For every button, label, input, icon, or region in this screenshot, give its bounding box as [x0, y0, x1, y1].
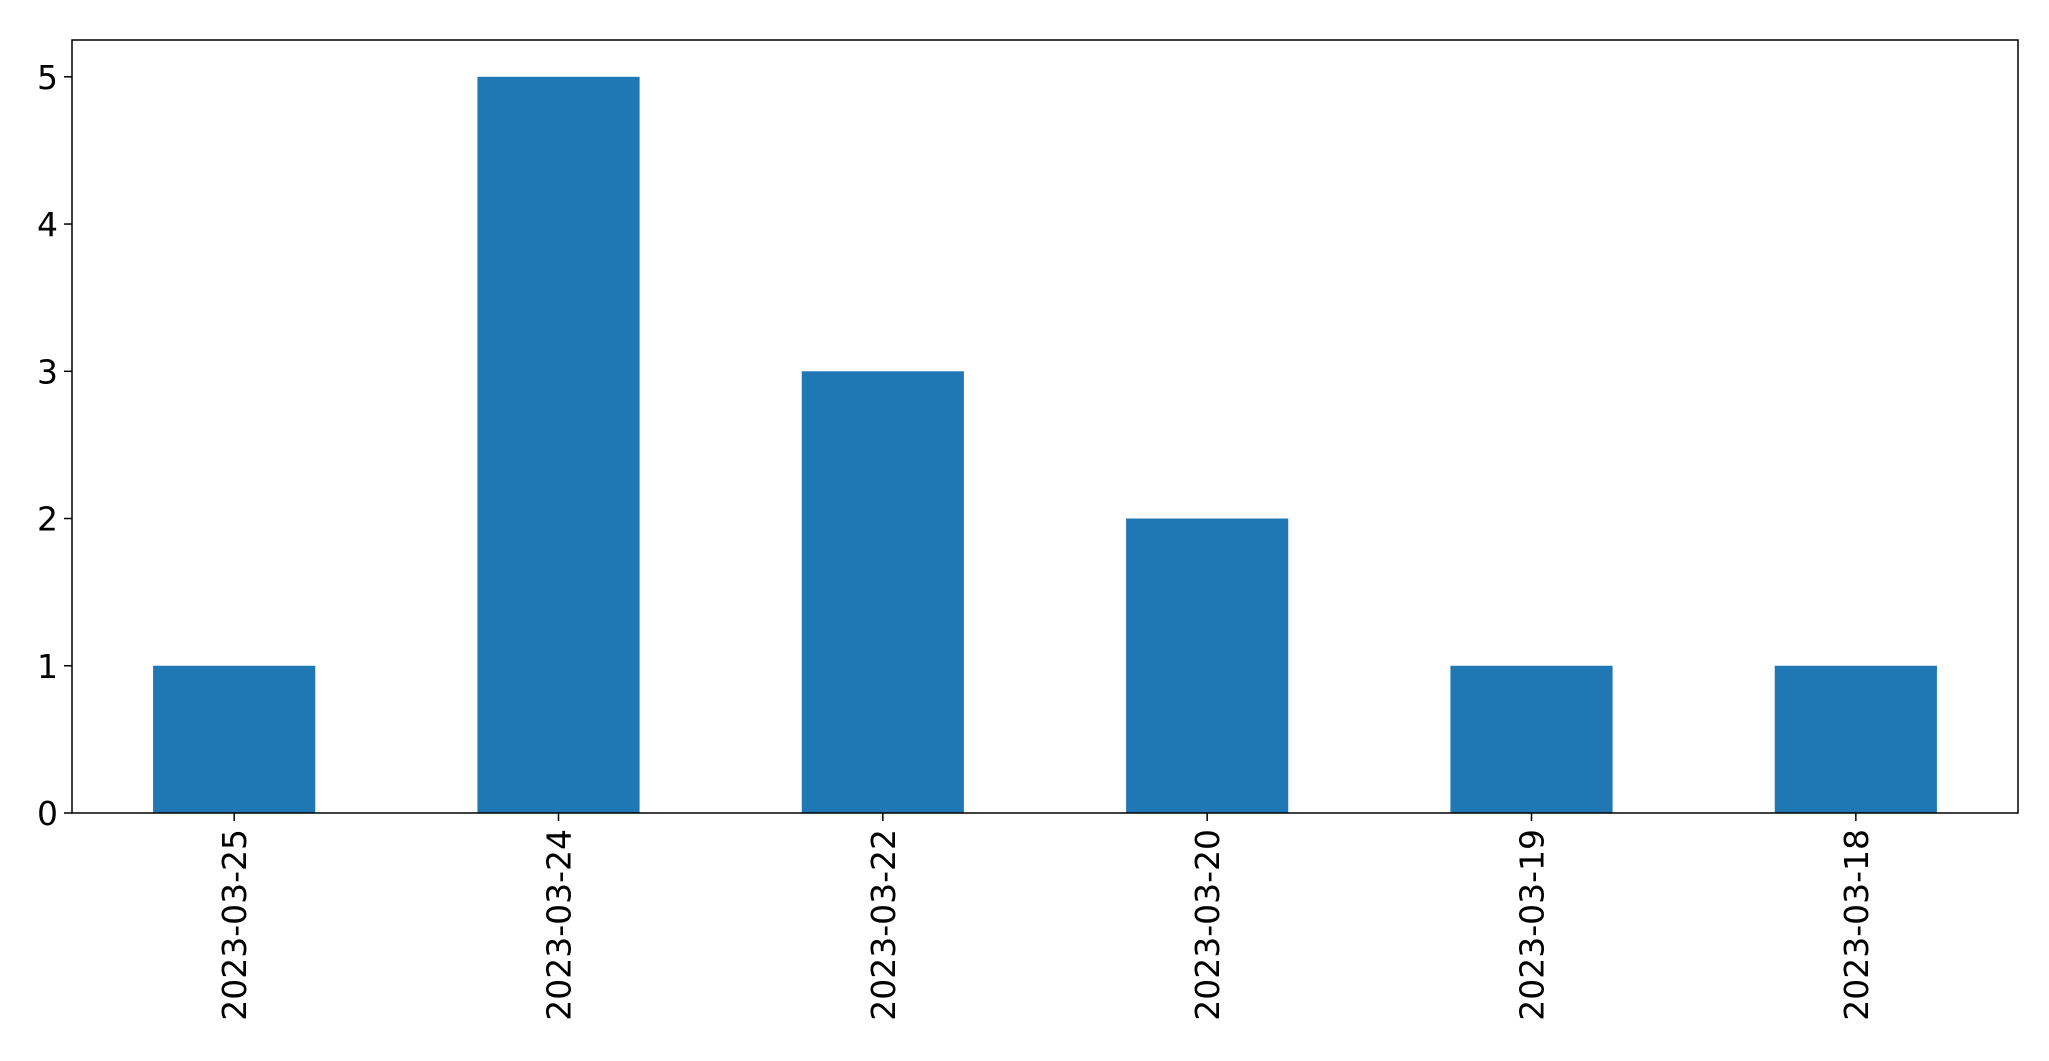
x-tick-label: 2023-03-18: [1837, 829, 1876, 1021]
bar-2023-03-22: [801, 371, 964, 813]
y-axis: 0 1 2 3 4 5: [37, 58, 72, 833]
bar-2023-03-18: [1774, 665, 1937, 813]
x-tick-label: 2023-03-25: [215, 829, 254, 1021]
plot-frame: [71, 39, 2019, 814]
bar-2023-03-19: [1450, 665, 1613, 813]
x-axis: 2023-03-25 2023-03-24 2023-03-22 2023-03-20…: [215, 813, 1876, 1021]
y-tick-label: 3: [37, 352, 58, 391]
bar-2023-03-24: [477, 76, 640, 814]
y-tick-label: 0: [37, 794, 58, 833]
x-tick-label: 2023-03-24: [540, 829, 579, 1021]
x-tick-label: 2023-03-22: [864, 829, 903, 1021]
y-tick-label: 1: [37, 647, 58, 686]
y-tick-label: 5: [37, 58, 58, 97]
bars-group: [153, 76, 1937, 814]
y-tick-label: 2: [37, 500, 58, 539]
bar-2023-03-25: [153, 665, 316, 813]
x-tick-label: 2023-03-19: [1513, 829, 1552, 1021]
x-tick-label: 2023-03-20: [1188, 829, 1227, 1021]
y-tick-label: 4: [37, 205, 58, 244]
bar-2023-03-20: [1126, 518, 1289, 813]
